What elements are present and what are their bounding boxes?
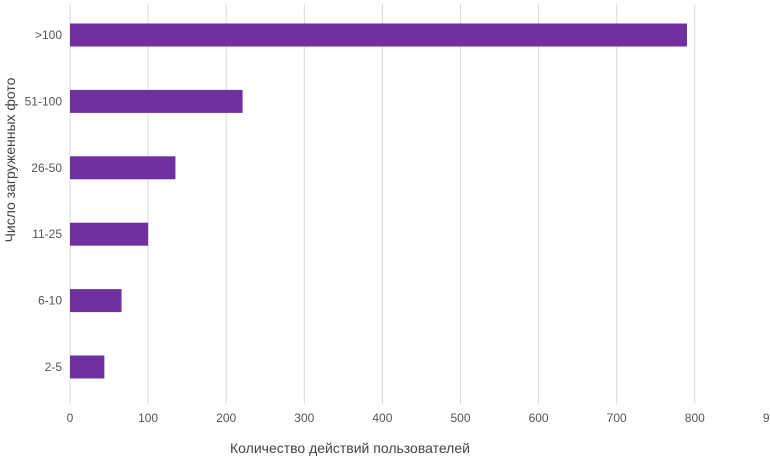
x-tick-label: 900	[763, 411, 770, 425]
bar	[70, 156, 176, 180]
category-labels: >100 51-100 26-50 11-25 6-10 2-5	[25, 28, 63, 374]
bar	[70, 355, 105, 379]
bar	[70, 289, 122, 313]
x-tick-label: 200	[216, 411, 236, 425]
x-tick-label: 400	[372, 411, 392, 425]
y-axis-title: Число загруженных фото	[2, 77, 18, 242]
category-label: 2-5	[45, 360, 63, 374]
x-tick-label: 700	[607, 411, 627, 425]
x-tick-label: 600	[529, 411, 549, 425]
x-tick-label: 500	[450, 411, 470, 425]
x-axis-title: Количество действий пользователей	[230, 440, 470, 456]
category-label: >100	[35, 28, 62, 42]
category-label: 11-25	[32, 227, 62, 241]
bar	[70, 23, 687, 47]
gridlines	[69, 4, 696, 404]
category-label: 26-50	[31, 161, 62, 175]
bar	[70, 222, 149, 246]
x-tick-labels: 0 100 200 300 400 500 600 700 800 900	[67, 411, 770, 425]
x-tick-label: 0	[67, 411, 74, 425]
x-tick-label: 300	[294, 411, 314, 425]
category-label: 51-100	[25, 94, 63, 108]
bar	[70, 89, 243, 113]
bars	[70, 23, 687, 379]
category-label: 6-10	[38, 294, 62, 308]
x-tick-label: 800	[685, 411, 705, 425]
x-tick-label: 100	[138, 411, 158, 425]
